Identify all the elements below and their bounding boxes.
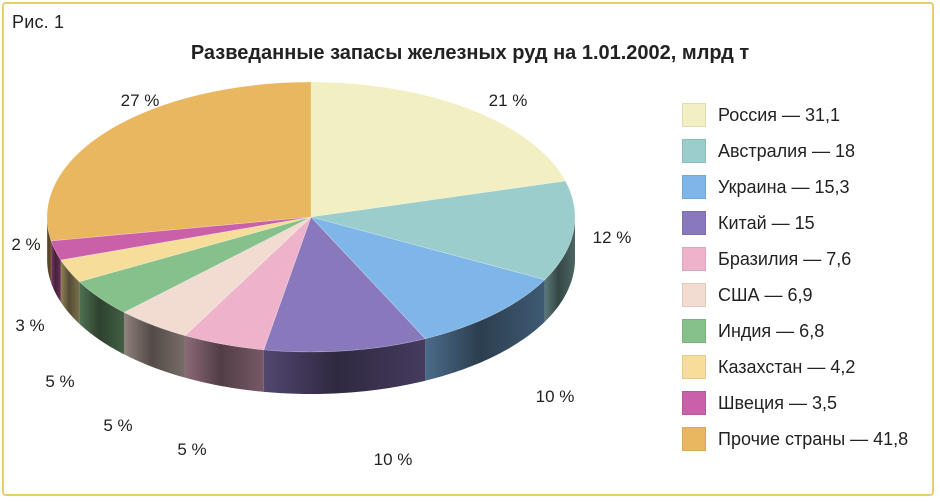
legend-swatch <box>682 319 706 343</box>
legend-item: Индия — 6,8 <box>682 316 824 346</box>
legend-item: Китай — 15 <box>682 208 815 238</box>
legend-item: Украина — 15,3 <box>682 172 850 202</box>
pie-side-shade-2 <box>425 279 545 381</box>
pie-percent-label-5: 5 % <box>103 416 132 435</box>
pie-slice-5 <box>123 216 312 336</box>
pie-side-shade-7 <box>60 260 80 324</box>
legend-item: Казахстан — 4,2 <box>682 352 855 382</box>
legend-label: Россия — 31,1 <box>718 104 841 125</box>
figure-label: Рис. 1 <box>12 12 65 32</box>
pie-slice-9 <box>46 81 312 242</box>
pie-percent-label-0: 21 % <box>489 91 528 110</box>
legend-label: Бразилия — 7,6 <box>718 248 852 269</box>
legend-item: Россия — 31,1 <box>682 100 840 130</box>
legend-label: Индия — 6,8 <box>718 320 825 341</box>
pie-slice-0 <box>310 81 566 218</box>
pie-percent-label-8: 2 % <box>11 235 40 254</box>
legend-swatch <box>682 211 706 235</box>
legend-swatch <box>682 391 706 415</box>
pie-slice-1 <box>310 180 576 281</box>
legend-item: Прочие страны — 41,8 <box>682 424 908 454</box>
legend-label: Швеция — 3,5 <box>718 392 838 413</box>
legend-swatch <box>682 247 706 271</box>
pie-side-shade-9 <box>47 217 52 283</box>
pie-percent-label-4: 5 % <box>177 440 206 459</box>
pie-slice-6 <box>78 216 312 313</box>
pie-side-shade-8 <box>51 240 61 302</box>
pie-percent-label-9: 27 % <box>121 91 160 110</box>
legend-swatch <box>682 355 706 379</box>
pie-percent-label-6: 5 % <box>45 372 74 391</box>
pie-percent-label-7: 3 % <box>15 316 44 335</box>
pie-slices <box>46 81 576 353</box>
pie-slice-2 <box>310 216 546 340</box>
pie-side-shade-4 <box>184 335 264 392</box>
pie-side-shade-1 <box>544 217 575 322</box>
legend-label: Казахстан — 4,2 <box>718 356 856 377</box>
legend-label: США — 6,9 <box>718 284 813 305</box>
legend-swatch <box>682 283 706 307</box>
legend-item: США — 6,9 <box>682 280 813 310</box>
legend-label: Украина — 15,3 <box>718 176 850 197</box>
legend-label: Австралия — 18 <box>718 140 855 161</box>
pie-percent-label-3: 10 % <box>374 450 413 469</box>
legend-label: Китай — 15 <box>718 212 815 233</box>
legend-swatch <box>682 139 706 163</box>
pie-side-shade-3 <box>263 338 426 394</box>
legend-item: Бразилия — 7,6 <box>682 244 851 274</box>
pie-slice-3 <box>263 216 426 353</box>
pie-percent-label-2: 10 % <box>536 387 575 406</box>
pie-percent-labels: 21 % 12 % 10 % 10 % 5 % 5 % 5 % 3 % 2 % 27 % <box>11 91 631 469</box>
pie-slice-8 <box>50 216 312 261</box>
pie-side-shade-6 <box>79 281 125 355</box>
legend-swatch <box>682 175 706 199</box>
legend-item: Швеция — 3,5 <box>682 388 837 418</box>
chart-title: Разведанные запасы железных руд на 1.01.… <box>190 42 750 64</box>
legend-swatch <box>682 103 706 127</box>
pie-side-shade-5 <box>124 312 185 378</box>
legend-item: Австралия — 18 <box>682 136 855 166</box>
legend-label: Прочие страны — 41,8 <box>718 428 909 449</box>
pie-slice-7 <box>60 216 312 283</box>
pie-percent-label-1: 12 % <box>593 228 632 247</box>
pie-sides <box>47 217 575 394</box>
pie-slice-4 <box>184 216 312 351</box>
legend-swatch <box>682 427 706 451</box>
